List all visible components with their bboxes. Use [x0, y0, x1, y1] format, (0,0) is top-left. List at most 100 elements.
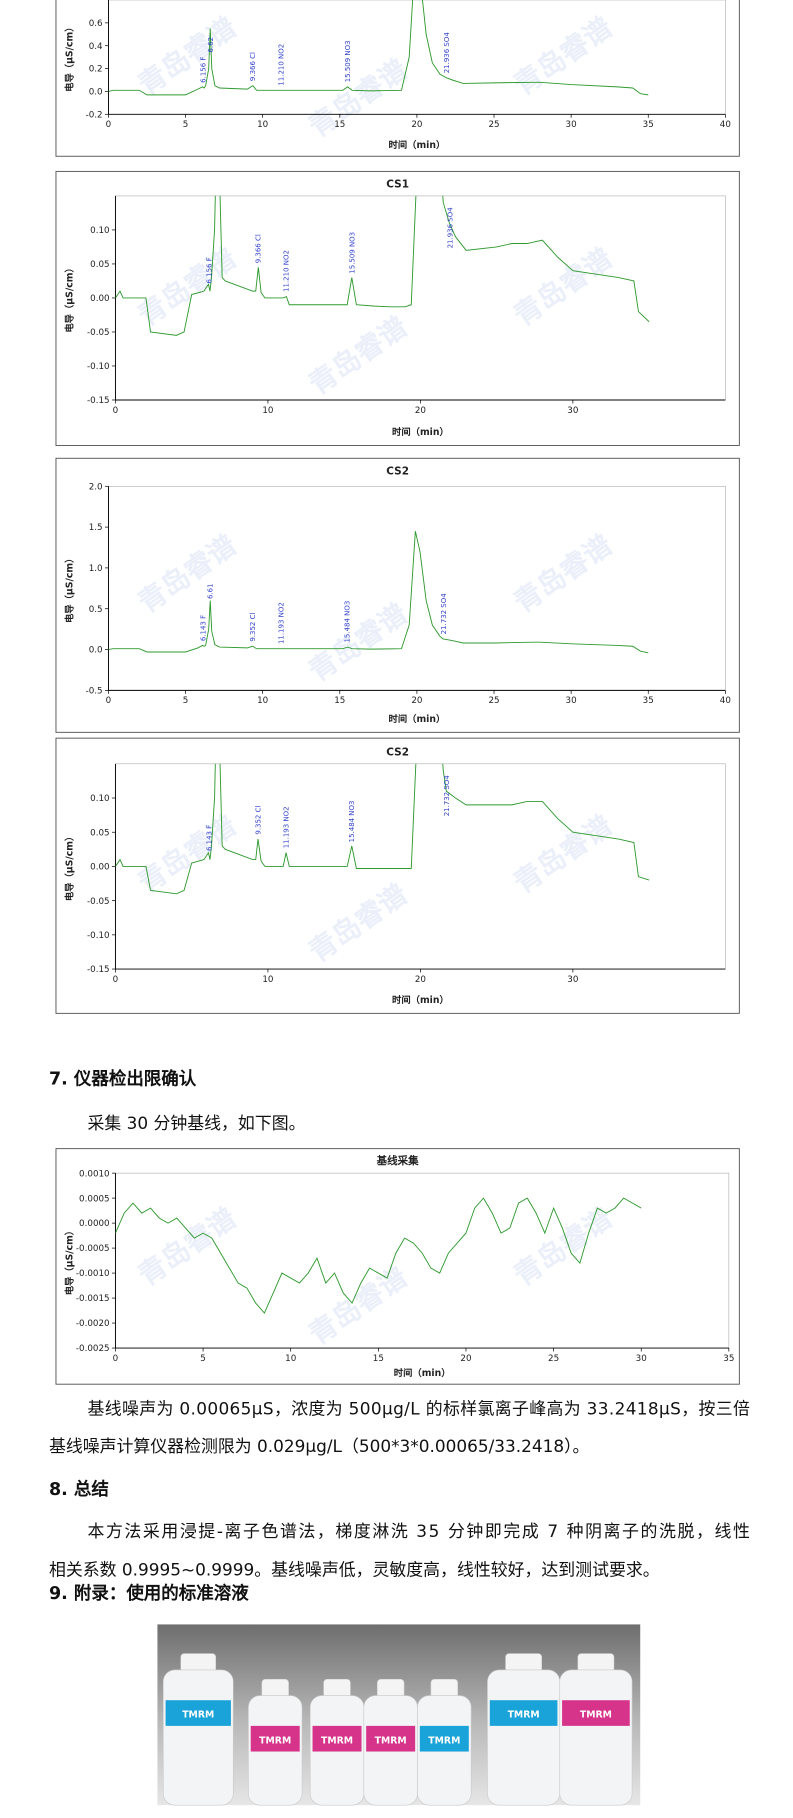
- x-tick-label: 0: [113, 975, 119, 985]
- paragraph-line: 基线噪声计算仪器检测限为 0.029μg/L（500*3*0.00065/33.…: [49, 1436, 589, 1456]
- trace: [115, 195, 650, 336]
- x-tick-label: 20: [415, 975, 426, 985]
- x-tick-label: 35: [723, 1354, 734, 1364]
- y-tick-label: 0.05: [90, 828, 109, 838]
- chart-title: CS1: [386, 179, 409, 191]
- x-tick-label: 30: [567, 406, 578, 416]
- trace: [108, 531, 649, 654]
- chart-title: 基线采集: [376, 1154, 419, 1167]
- peak-label: 9.352 Cl: [254, 806, 262, 835]
- x-tick-label: 30: [567, 975, 578, 985]
- x-tick-label: 10: [262, 975, 273, 985]
- y-tick-label: 0.0: [89, 646, 103, 656]
- section-heading: 9. 附录：使用的标准溶液: [49, 1583, 249, 1604]
- x-tick-label: 20: [460, 1354, 471, 1364]
- x-tick-label: 0: [113, 1354, 119, 1364]
- y-tick-label: 0.05: [90, 260, 109, 270]
- paragraph: 采集 30 分钟基线，如下图。: [87, 1113, 305, 1133]
- chart-frame: [55, 0, 740, 157]
- y-tick-label: 0.6: [89, 19, 103, 29]
- bottle-label: [489, 1700, 558, 1726]
- x-axis-label: 时间（min）: [392, 426, 449, 438]
- x-tick-label: 35: [643, 696, 654, 706]
- chart-frame: [55, 457, 740, 733]
- peak-label: 6.156 F: [206, 257, 214, 283]
- bottle-brand: TMRM: [428, 1735, 460, 1746]
- x-tick-label: 5: [183, 696, 189, 706]
- paragraph-line: 本方法采用浸提-离子色谱法，梯度淋洗 35 分钟即完成 7 种阴离子的洗脱，线性: [87, 1521, 749, 1541]
- x-tick-label: 20: [411, 120, 422, 130]
- y-tick-label: -0.0005: [76, 1244, 110, 1254]
- y-tick-label: 1.0: [89, 564, 103, 574]
- x-tick-label: 40: [720, 696, 731, 706]
- y-axis-label: 电导（μS/cm）: [63, 832, 75, 901]
- y-axis-label: 电导（μS/cm）: [63, 554, 75, 623]
- y-axis-label: 电导（μS/cm）: [63, 22, 75, 91]
- bottle-cap: [180, 1653, 217, 1673]
- bottle-label: [312, 1725, 362, 1752]
- x-tick-label: 15: [334, 696, 345, 706]
- peak-label: 15.484 NO3: [348, 801, 356, 843]
- section-heading: 7. 仪器检出限确认: [49, 1069, 197, 1090]
- peak-label: 11.193 NO2: [282, 806, 290, 848]
- x-tick-label: 10: [262, 406, 273, 416]
- bottle-label: [165, 1700, 231, 1726]
- bottle-cap: [577, 1653, 615, 1673]
- x-tick-label: 35: [643, 120, 654, 130]
- section-heading: 8. 总结: [49, 1479, 109, 1500]
- bottle-label: [562, 1700, 630, 1726]
- y-tick-label: 0.4: [89, 42, 103, 52]
- x-tick-label: 10: [257, 696, 268, 706]
- chart-frame: [55, 1148, 740, 1385]
- x-tick-label: 20: [411, 696, 422, 706]
- y-tick-label: -0.15: [87, 965, 110, 975]
- x-tick-label: 40: [720, 120, 731, 130]
- y-tick-label: 0.0010: [79, 1169, 110, 1179]
- y-tick-label: 1.5: [89, 523, 103, 533]
- y-tick-label: 0.00: [90, 294, 109, 304]
- paragraph-line: 基线噪声为 0.00065μS，浓度为 500μg/L 的标样氯离子峰高为 33…: [87, 1399, 749, 1419]
- chart-title: CS2: [386, 747, 409, 759]
- photo: TMRM TMRM TMRM TMRM TMRM TMRM TMRM: [157, 1624, 641, 1806]
- trace: [115, 1197, 642, 1314]
- peak-label: 21.732 SO4: [440, 593, 448, 635]
- peak-label: 9.352 Cl: [249, 613, 257, 642]
- y-tick-label: 0.5: [89, 605, 103, 615]
- x-axis-label: 时间（min）: [389, 139, 446, 151]
- peak-label: 11.193 NO2: [277, 602, 285, 644]
- bottle-brand: TMRM: [375, 1735, 407, 1746]
- y-tick-label: -0.15: [87, 396, 110, 406]
- bottle-cap: [261, 1678, 289, 1699]
- x-tick-label: 15: [373, 1354, 384, 1364]
- y-tick-label: 0.10: [90, 226, 109, 236]
- peak-label: 11.210 NO2: [283, 250, 291, 292]
- y-tick-label: -0.0010: [76, 1269, 110, 1279]
- bottle-label: [419, 1725, 469, 1752]
- x-axis-label: 时间（min）: [392, 994, 449, 1006]
- bottle: [487, 1669, 561, 1806]
- y-tick-label: 0.2: [89, 65, 103, 75]
- y-tick-label: 2.0: [89, 482, 103, 492]
- x-tick-label: 25: [548, 1354, 559, 1364]
- y-tick-label: -0.10: [87, 931, 110, 941]
- peak-label: 6.156 F: [200, 57, 208, 83]
- x-tick-label: 10: [285, 1354, 296, 1364]
- y-tick-label: 0.10: [90, 794, 109, 804]
- bottle-label: [250, 1725, 300, 1752]
- bottle-cap: [505, 1653, 542, 1673]
- peak-label: 21.936 SO4: [446, 207, 454, 249]
- bottle-brand: TMRM: [321, 1735, 353, 1746]
- y-tick-label: 0.00: [90, 863, 109, 873]
- peak-label: 15.509 NO3: [344, 40, 352, 82]
- bottle-brand: TMRM: [508, 1710, 540, 1721]
- bottle-cap: [376, 1678, 405, 1699]
- y-tick-label: 0.0: [89, 88, 103, 98]
- peak-label: 9.366 Cl: [249, 52, 257, 81]
- y-tick-label: -0.5: [86, 686, 103, 696]
- x-tick-label: 25: [488, 696, 499, 706]
